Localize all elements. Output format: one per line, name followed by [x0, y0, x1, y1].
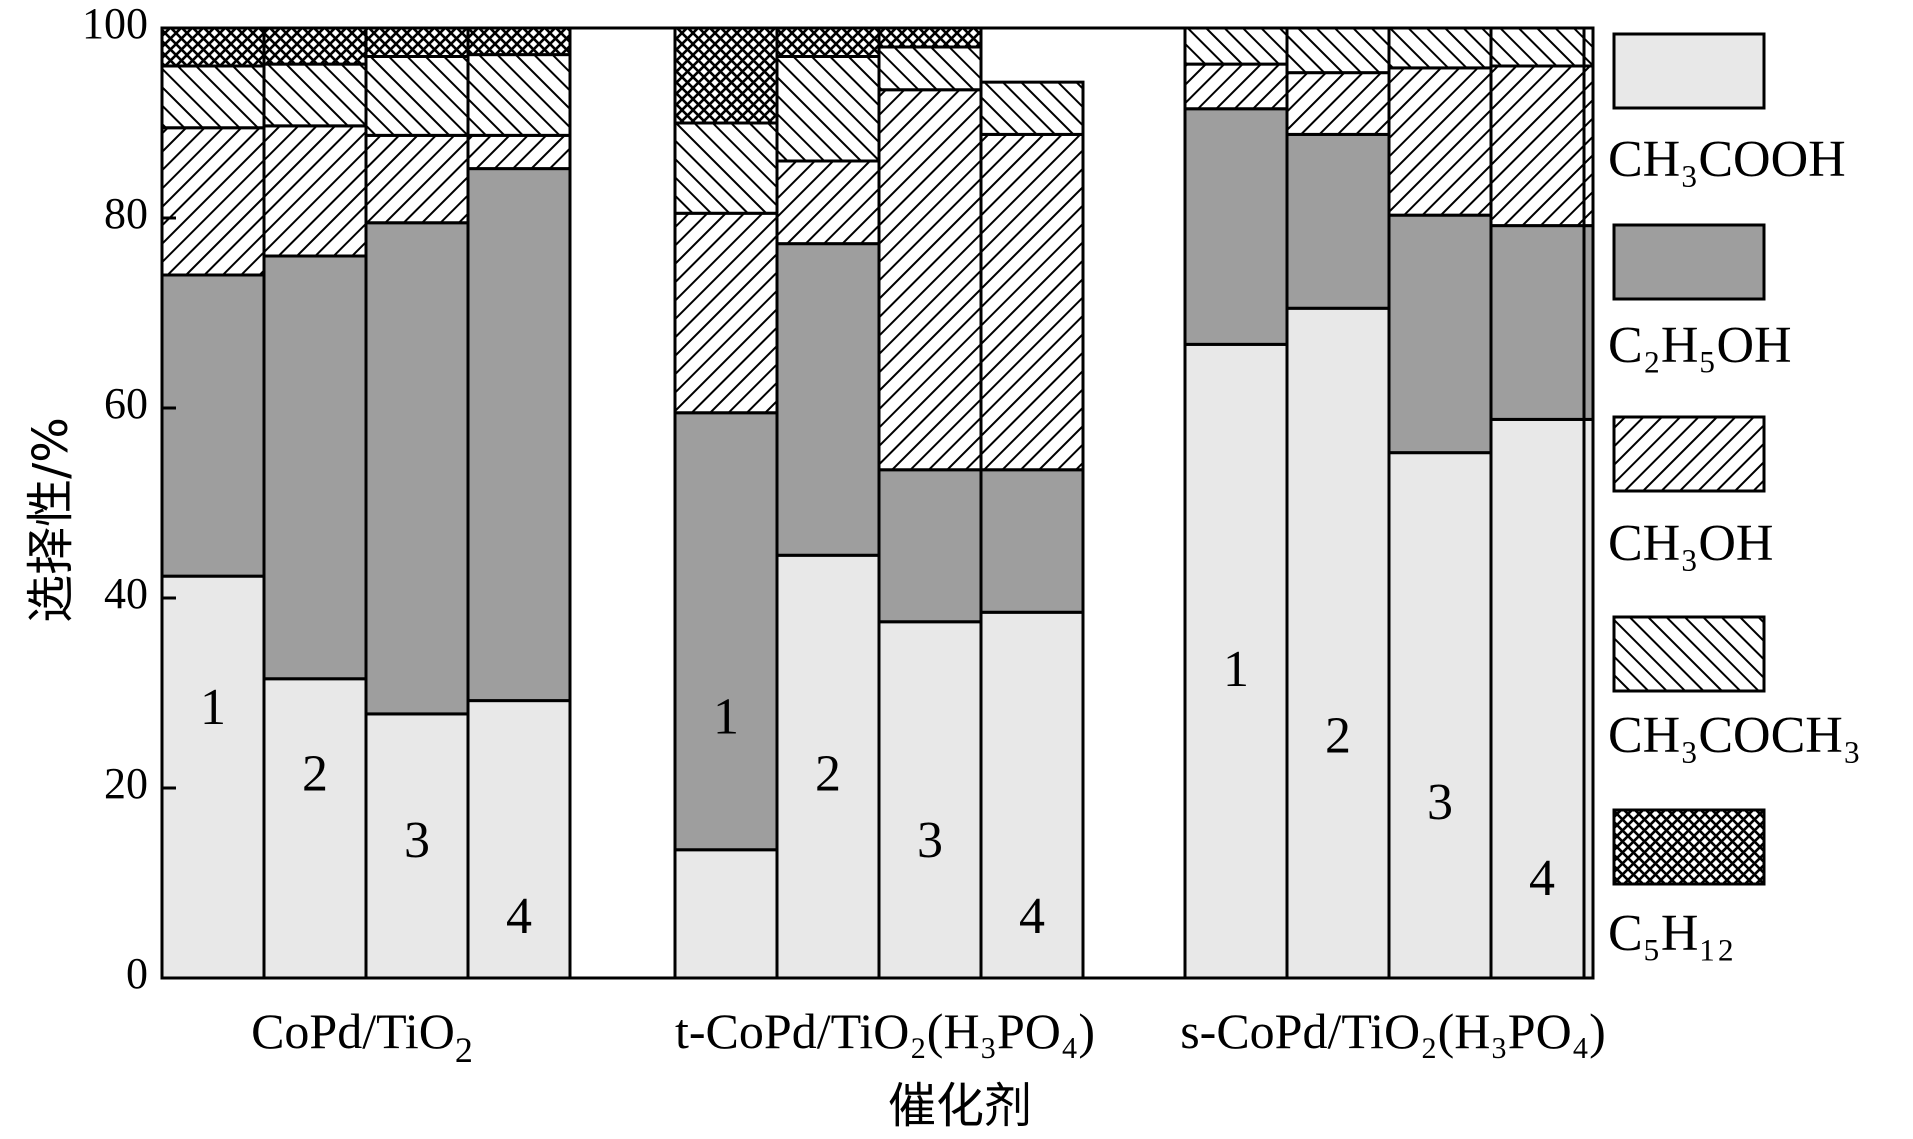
bar-segment-3-bar-5: [673, 211, 779, 415]
bar-segment-2-bar-11: [1387, 213, 1493, 455]
bar-segment-5-bar-1: [160, 26, 266, 68]
legend-label-2: C₂H₅OH: [1608, 317, 1792, 374]
bar-segment-2-bar-9: [1183, 107, 1289, 346]
bar-segment-5-bar-5: [673, 26, 779, 125]
bar-number-4: 4: [506, 888, 532, 945]
bar-number-12: 4: [1529, 850, 1555, 907]
legend-swatch-4: [1612, 615, 1766, 693]
bar-segment-1-bar-3: [364, 712, 470, 980]
bar-segment-2-bar-8: [979, 468, 1085, 614]
bar-number-labels: 1 2 3 4 1 2 3 4 1 2 3 4: [200, 641, 1555, 945]
group-label-3: s-CoPd/TiO₂(H₃PO₄): [1180, 1003, 1606, 1059]
bar-segment-1-bar-11: [1387, 451, 1493, 980]
bar-number-6: 2: [815, 745, 841, 802]
legend-label-5: C₅H₁₂: [1608, 905, 1735, 962]
bar-segment-3-bar-6: [775, 159, 881, 246]
bar-segment-2-bar-2: [262, 254, 368, 681]
legend-label-1: CH₃COOH: [1608, 131, 1846, 188]
legend-swatch-3: [1612, 415, 1766, 493]
bar-segment-2-bar-1: [160, 273, 266, 578]
bar-segment-4-bar-5: [673, 121, 779, 215]
bar-segment-2-bar-7: [877, 468, 983, 624]
bar-segment-4-bar-1: [160, 64, 266, 130]
bar-segment-1-bar-1: [160, 574, 266, 980]
bar-segment-1-bar-2: [262, 677, 368, 980]
bar-segment-1-bar-10: [1285, 306, 1391, 980]
bar-segment-3-bar-2: [262, 124, 368, 258]
y-tick-label-0: 0: [126, 949, 148, 998]
bar-segment-3-bar-1: [160, 126, 266, 277]
y-tick-label-80: 80: [104, 189, 148, 238]
bar-number-5: 1: [713, 688, 739, 745]
legend-swatch-1: [1612, 32, 1766, 110]
legend-label-3: CH₃OH: [1608, 515, 1773, 572]
bar-segment-5-bar-3: [364, 26, 470, 58]
bar-segment-4-bar-10: [1285, 26, 1391, 75]
bar-segment-4-bar-3: [364, 55, 470, 137]
bar-segment-4-bar-2: [262, 62, 368, 128]
bar-number-10: 2: [1325, 707, 1351, 764]
bar-segment-3-bar-10: [1285, 71, 1391, 136]
y-tick-label-20: 20: [104, 759, 148, 808]
y-axis-ticks: 0 20 40 60 80 100: [82, 0, 176, 998]
bar-segment-1-bar-4: [466, 699, 572, 980]
bar-segment-2-bar-3: [364, 221, 470, 716]
bar-segment-4-bar-12: [1489, 26, 1595, 68]
bar-segment-4-bar-11: [1387, 26, 1493, 70]
bar-number-8: 4: [1019, 888, 1045, 945]
bar-number-11: 3: [1427, 774, 1453, 831]
bar-segment-4-bar-6: [775, 55, 881, 163]
bar-number-9: 1: [1223, 641, 1249, 698]
bar-segment-5-bar-6: [775, 26, 881, 58]
bar-segment-4-bar-9: [1183, 26, 1289, 66]
bar-segment-3-bar-11: [1387, 66, 1493, 217]
bar-number-2: 2: [302, 745, 328, 802]
group-label-2: t-CoPd/TiO₂(H₃PO₄): [675, 1003, 1095, 1059]
bar-segment-5-bar-2: [262, 26, 368, 66]
bar-segment-4-bar-7: [877, 45, 983, 92]
bar-segment-1-bar-8: [979, 610, 1085, 980]
bar-segment-2-bar-6: [775, 242, 881, 557]
y-axis-label: 选择性/%: [23, 417, 79, 623]
bar-segment-3-bar-9: [1183, 62, 1289, 111]
bar-segment-2-bar-12: [1489, 224, 1595, 421]
bar-segment-3-bar-12: [1489, 64, 1595, 228]
bar-number-1: 1: [200, 679, 226, 736]
bar-segment-2-bar-10: [1285, 132, 1391, 310]
bar-segment-2-bar-5: [673, 411, 779, 852]
bar-segment-2-bar-4: [466, 167, 572, 703]
y-tick-label-60: 60: [104, 379, 148, 428]
legend-swatch-5: [1612, 808, 1766, 886]
legend: CH₃COOH C₂H₅OH CH₃OH CH₃COCH₃ C₅H₁₂: [1608, 32, 1861, 962]
bar-segment-3-bar-3: [364, 133, 470, 225]
bar-segment-5-bar-7: [877, 26, 983, 49]
legend-label-4: CH₃COCH₃: [1608, 707, 1861, 764]
bar-segment-3-bar-7: [877, 88, 983, 472]
group-label-1: CoPd/TiO2: [251, 1003, 473, 1070]
y-tick-label-100: 100: [82, 0, 148, 48]
bar-segment-3-bar-4: [466, 133, 572, 171]
bar-number-7: 3: [917, 812, 943, 869]
bar-segment-4-bar-8: [979, 80, 1085, 136]
bar-segment-5-bar-4: [466, 26, 572, 57]
bar-number-3: 3: [404, 812, 430, 869]
x-axis-label: 催化剂: [888, 1078, 1032, 1134]
bar-segment-1-bar-5: [673, 848, 779, 980]
legend-swatch-2: [1612, 223, 1766, 301]
bar-segment-1-bar-7: [877, 620, 983, 980]
plot-frame: [160, 26, 1586, 980]
y-tick-label-40: 40: [104, 569, 148, 618]
bar-segment-1-bar-12: [1489, 417, 1595, 980]
bar-segments: [160, 26, 1595, 980]
bar-segment-3-bar-8: [979, 132, 1085, 472]
bar-segment-4-bar-4: [466, 53, 572, 137]
